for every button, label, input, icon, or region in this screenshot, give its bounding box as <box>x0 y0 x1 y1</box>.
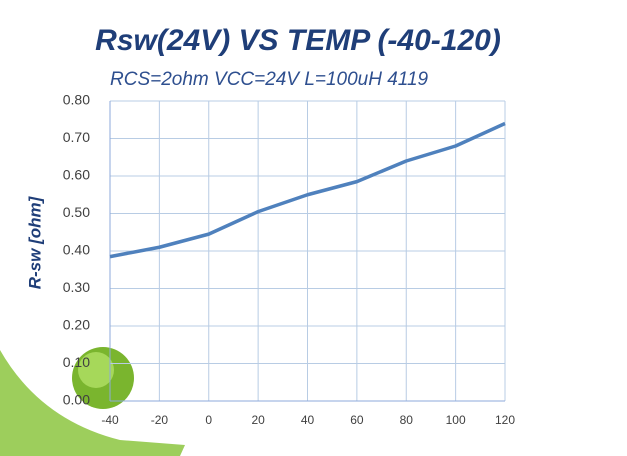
x-tick-label: 60 <box>350 413 364 427</box>
x-tick-label: 0 <box>205 413 212 427</box>
chart-title: Rsw(24V) VS TEMP (-40-120) <box>95 24 501 57</box>
x-tick-label: 20 <box>251 413 265 427</box>
x-tick-label: 120 <box>495 413 515 427</box>
y-tick-label: 0.10 <box>63 354 90 370</box>
y-tick-label: 0.20 <box>63 317 90 333</box>
y-axis-label: R-sw [ohm] <box>25 195 44 289</box>
data-line <box>109 121 506 259</box>
x-tick-label: 80 <box>400 413 414 427</box>
y-tick-label: 0.60 <box>63 167 90 183</box>
chart-subtitle: RCS=2ohm VCC=24V L=100uH 4119 <box>110 69 429 90</box>
y-tick-label: 0.40 <box>63 242 90 258</box>
y-tick-label: 0.50 <box>63 204 90 220</box>
y-tick-label: 0.80 <box>63 92 90 108</box>
y-tick-label: 0.00 <box>63 392 90 408</box>
y-tick-label: 0.70 <box>63 129 90 145</box>
logo-decoration <box>0 347 185 456</box>
y-tick-label: 0.30 <box>63 279 90 295</box>
x-tick-label: -20 <box>151 413 169 427</box>
x-tick-label: 100 <box>446 413 466 427</box>
x-tick-label: 40 <box>301 413 315 427</box>
x-tick-label: -40 <box>101 413 119 427</box>
